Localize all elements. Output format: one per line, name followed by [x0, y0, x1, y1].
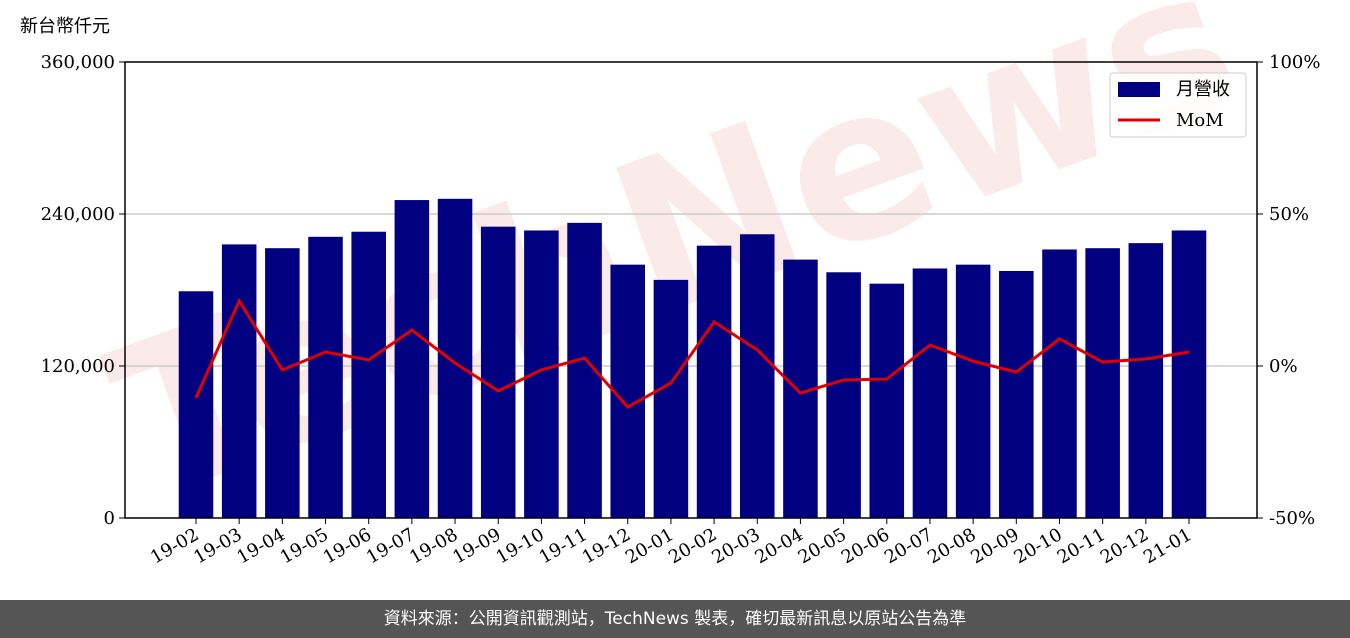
- y2-tick-label: 0%: [1269, 356, 1298, 377]
- x-tick-label: 20-09: [967, 524, 1022, 568]
- bar: [351, 231, 386, 518]
- x-tick-label: 19-07: [363, 524, 418, 568]
- x-tick-label: 20-01: [622, 524, 677, 568]
- x-tick-label: 20-08: [924, 524, 979, 568]
- bar: [221, 244, 257, 518]
- y-tick-label: 120,000: [41, 356, 115, 377]
- bar: [999, 271, 1034, 518]
- x-tick-label: 19-06: [320, 524, 375, 568]
- bar: [912, 268, 948, 518]
- x-tick-label: 20-12: [1097, 524, 1152, 568]
- y2-tick-label: -50%: [1269, 508, 1315, 529]
- bar: [394, 200, 430, 519]
- bar: [653, 279, 689, 518]
- bar: [826, 272, 861, 518]
- bar: [1085, 248, 1120, 518]
- legend-label: 月營收: [1176, 79, 1230, 100]
- x-tick-label: 21-01: [1140, 524, 1195, 568]
- y2-tick-label: 50%: [1269, 204, 1309, 225]
- x-tick-label: 19-11: [536, 524, 591, 568]
- unit-label: 新台幣仟元: [20, 16, 110, 37]
- bar: [1042, 249, 1077, 518]
- bar: [178, 291, 214, 518]
- x-tick-label: 19-12: [579, 524, 634, 568]
- bar: [955, 264, 991, 518]
- bar: [739, 234, 775, 518]
- bar: [265, 248, 300, 518]
- bar: [696, 245, 732, 518]
- x-tick-label: 19-04: [233, 524, 288, 568]
- bar: [1171, 230, 1207, 518]
- legend-swatch: [1118, 82, 1160, 97]
- bar: [480, 226, 516, 518]
- x-tick-label: 20-02: [665, 524, 720, 568]
- bar: [437, 198, 473, 519]
- footer: 資料來源：公開資訊觀測站，TechNews 製表，確切最新訊息以原站公告為準: [0, 600, 1350, 638]
- chart: 新台幣仟元 TechNews 0120,000240,000360,000-50…: [20, 0, 1320, 568]
- bar: [308, 236, 343, 519]
- x-tick-label: 20-10: [1011, 524, 1066, 568]
- mom-line: [194, 297, 1190, 409]
- x-tick-label: 20-04: [751, 524, 806, 568]
- y-tick-label: 0: [104, 508, 115, 529]
- x-tick-label: 19-10: [492, 524, 547, 568]
- x-tick-label: 20-03: [708, 524, 763, 568]
- x-tick-label: 20-07: [881, 524, 936, 568]
- x-tick-label: 19-08: [406, 524, 461, 568]
- x-tick-label: 20-11: [1054, 524, 1109, 568]
- y-tick-label: 240,000: [41, 204, 115, 225]
- x-tick-label: 20-05: [795, 524, 850, 568]
- bar: [610, 264, 646, 518]
- y-tick-label: 360,000: [41, 52, 115, 73]
- bar: [869, 283, 905, 518]
- x-tick-label: 19-05: [277, 524, 332, 568]
- x-tick-label: 19-09: [449, 524, 504, 568]
- bar: [1128, 243, 1164, 518]
- y2-tick-label: 100%: [1269, 52, 1320, 73]
- x-tick-label: 20-06: [838, 524, 893, 568]
- legend-label: MoM: [1176, 110, 1224, 131]
- plot-frame: [124, 61, 1258, 519]
